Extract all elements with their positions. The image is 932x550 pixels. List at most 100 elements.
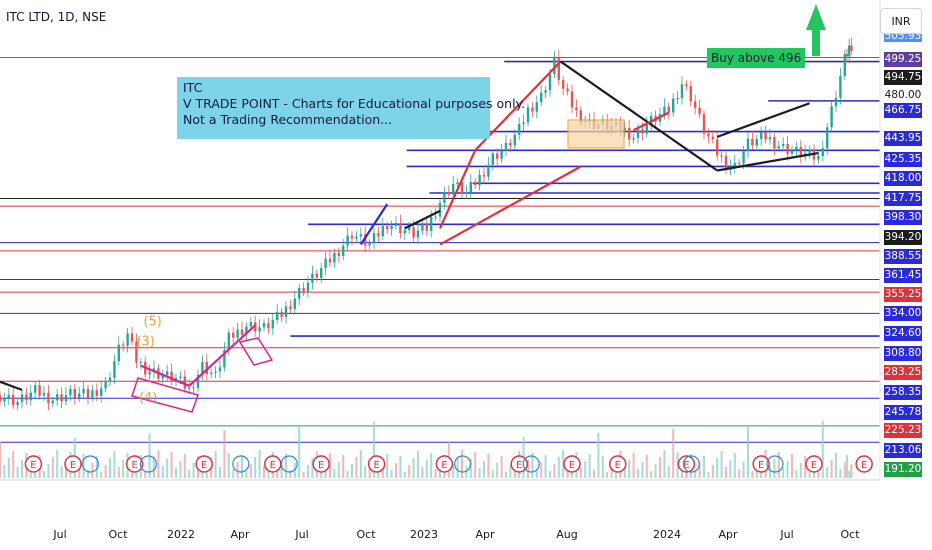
volume-bar	[782, 468, 785, 478]
trend-line	[404, 209, 441, 230]
volume-bar	[672, 429, 675, 478]
volume-bar	[725, 467, 727, 478]
candle-body	[302, 287, 305, 293]
price-level-label: 361.45	[884, 268, 922, 283]
volume-bar	[623, 467, 626, 478]
candle-body	[751, 138, 754, 146]
candle-body	[522, 122, 525, 125]
candle-body	[408, 227, 411, 231]
volume-bar	[637, 469, 639, 478]
candle-body	[535, 102, 538, 112]
price-level-label: 499.25	[884, 52, 922, 67]
volume-bar	[773, 459, 776, 478]
price-level-label: 334.00	[884, 306, 922, 321]
candle-body	[205, 361, 208, 375]
volume-bar	[786, 461, 789, 478]
volume-bar	[544, 455, 547, 478]
candle-body	[289, 306, 292, 310]
candle-body	[223, 350, 226, 368]
volume-bar	[452, 464, 455, 478]
candle-body	[487, 165, 490, 177]
candle-body	[764, 132, 767, 140]
earnings-marker	[64, 455, 82, 473]
candle-body	[742, 151, 745, 164]
earnings-marker-letter: E	[70, 460, 76, 471]
candle-body	[808, 149, 811, 154]
volume-bar	[509, 465, 512, 478]
candle-body	[786, 144, 789, 154]
volume-bar	[843, 462, 846, 478]
earnings-marker-letter: E	[811, 460, 817, 471]
candle-body	[170, 371, 173, 382]
candle-body	[346, 235, 349, 246]
volume-bar	[808, 472, 811, 478]
volume-bar	[157, 450, 160, 478]
volume-bar	[201, 472, 204, 478]
volume-bar	[236, 462, 239, 478]
candle-body	[100, 388, 103, 396]
buy-callout: Buy above 496	[707, 48, 806, 68]
price-level-label: 494.75	[884, 70, 922, 85]
candle-body	[38, 385, 41, 396]
up-arrow-icon	[806, 4, 826, 56]
candle-body	[777, 146, 780, 149]
volume-bar	[707, 472, 710, 478]
candle-body	[254, 322, 257, 332]
volume-bar	[113, 451, 116, 478]
candle-body	[148, 371, 151, 375]
earnings-marker-letter: E	[516, 460, 522, 471]
candle-body	[845, 53, 849, 57]
volume-bar	[104, 465, 107, 478]
volume-bar	[742, 462, 745, 478]
volume-bar	[826, 467, 829, 478]
candle-body	[474, 181, 477, 186]
candle-body	[276, 311, 279, 321]
candle-body	[641, 129, 644, 134]
volume-bar	[681, 468, 683, 478]
candle-body	[315, 273, 318, 278]
volume-bar	[412, 458, 415, 478]
candle-body	[126, 333, 129, 346]
volume-bar	[87, 470, 89, 478]
candle-body	[425, 224, 428, 231]
price-level-label: 225.23	[884, 423, 922, 438]
volume-bar	[747, 425, 749, 478]
candle-body	[830, 106, 833, 128]
volume-bar	[395, 463, 397, 478]
candle-body	[51, 400, 54, 404]
candle-body	[623, 127, 626, 132]
candle-body	[42, 392, 46, 396]
candle-body	[29, 392, 32, 401]
volume-bar	[799, 463, 802, 478]
candle-body	[672, 98, 675, 113]
candle-body	[755, 139, 758, 146]
candle-body	[707, 133, 710, 137]
candle-body	[795, 146, 798, 151]
currency-button[interactable]: INR	[880, 8, 922, 34]
volume-bar	[549, 471, 551, 478]
volume-bar	[29, 469, 32, 478]
volume-bar	[456, 457, 459, 478]
volume-bar	[769, 466, 771, 478]
earnings-marker-letter: E	[569, 460, 575, 471]
candle-body	[271, 320, 274, 329]
candle-body	[632, 138, 635, 140]
candle-body	[113, 361, 116, 378]
volume-bar	[0, 442, 1, 478]
candle-body	[117, 344, 120, 362]
earnings-marker	[805, 455, 823, 473]
price-level-label: 213.06	[884, 443, 922, 458]
volume-bar	[465, 466, 468, 478]
dividend-marker	[454, 455, 472, 473]
volume-bar	[100, 472, 103, 478]
volume-bar	[795, 470, 798, 478]
volume-bar	[399, 456, 402, 478]
volume-bar	[337, 462, 340, 478]
candle-body	[298, 287, 301, 299]
chart-background	[0, 0, 880, 480]
candle-body	[773, 137, 776, 149]
price-level-label: 308.80	[884, 346, 922, 361]
candle-body	[0, 395, 2, 402]
wave-label: (4)	[139, 391, 157, 406]
candle-body	[443, 192, 446, 203]
